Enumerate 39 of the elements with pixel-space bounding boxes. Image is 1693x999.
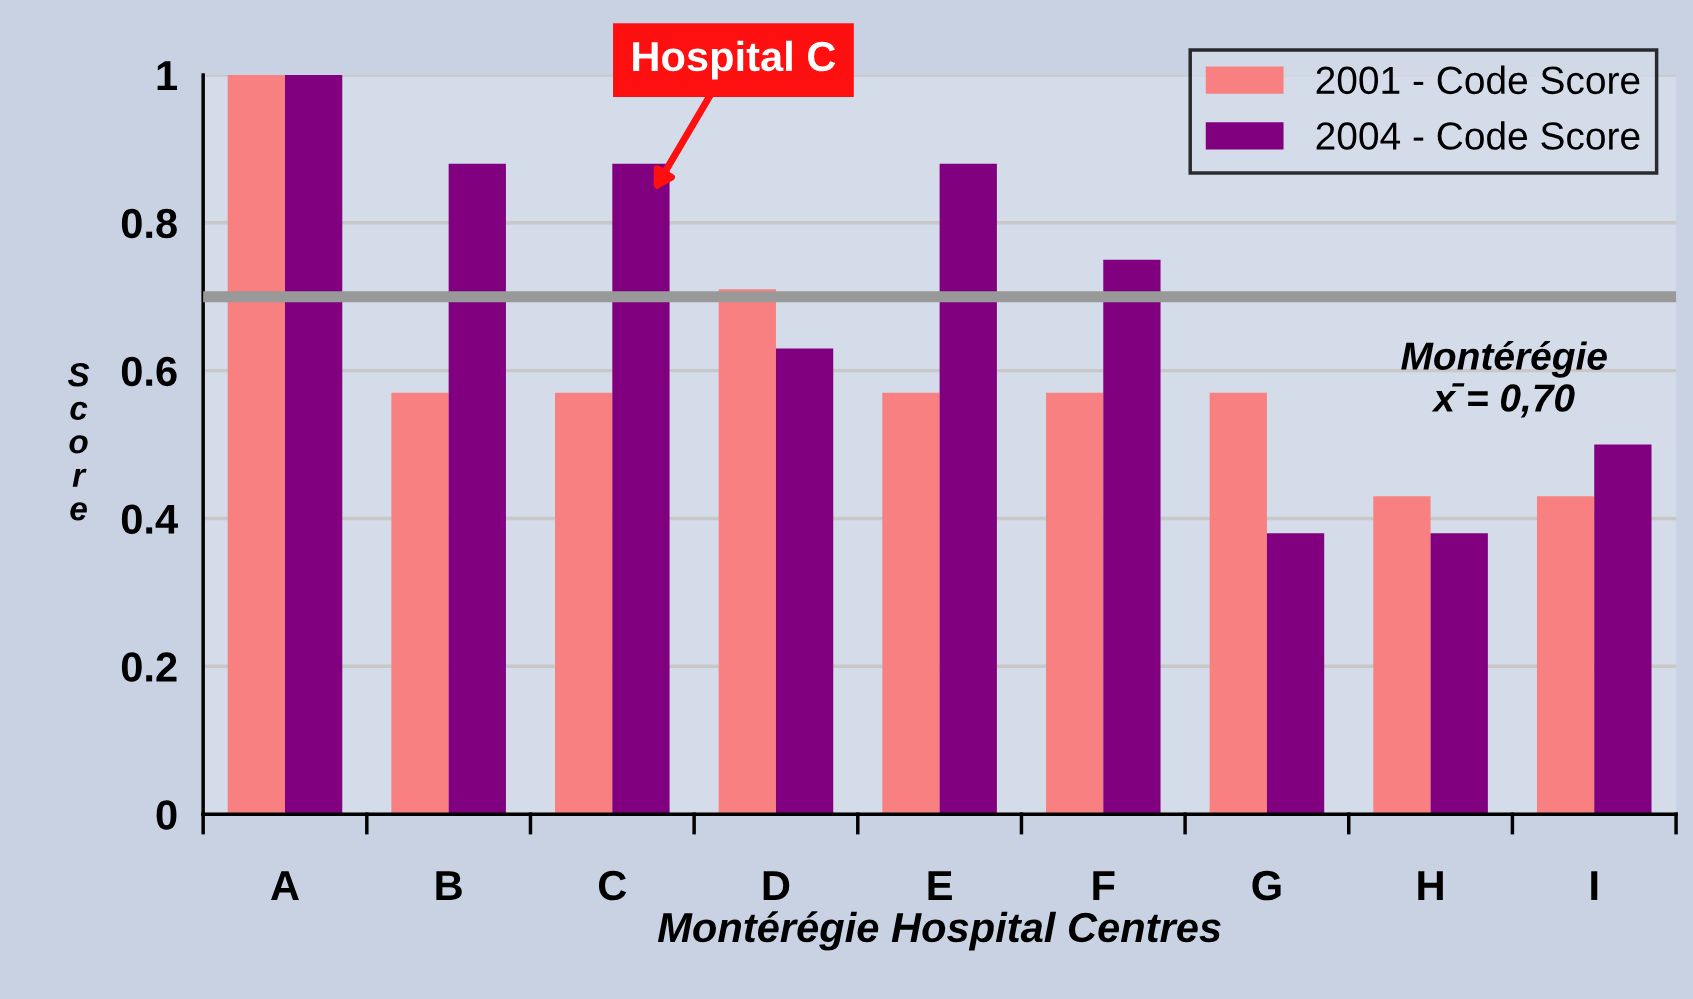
bar: [1266, 533, 1325, 815]
x-tick-label: I: [1591, 871, 1598, 900]
y-tick-label: 0.8: [121, 208, 177, 239]
y-tick-label: 1: [157, 61, 177, 91]
x-tick-label: H: [1418, 871, 1443, 900]
bar: [1209, 392, 1267, 815]
bar: [284, 74, 343, 815]
bar: [391, 392, 449, 815]
bar: [718, 289, 776, 815]
y-axis-title: Score: [67, 362, 90, 521]
x-tick-label: D: [763, 871, 790, 900]
y-tick-label: 0.6: [121, 356, 177, 387]
bar: [1594, 444, 1652, 815]
bar: [939, 163, 997, 815]
bar: [1536, 496, 1595, 815]
x-tick-label: G: [1252, 870, 1281, 901]
bar: [612, 163, 670, 815]
annotation: Hospital C: [633, 40, 836, 80]
ref-line-label: Montérégie x̄ = 0,70: [1401, 341, 1607, 418]
bar: [448, 163, 506, 815]
legend-label: 2004 - Code Score: [1316, 121, 1640, 150]
y-tick-label: 0: [156, 800, 177, 830]
bar: [555, 392, 613, 815]
y-tick-label: 0.2: [121, 652, 177, 682]
x-tick-label: B: [436, 871, 462, 900]
x-tick-label: C: [598, 870, 627, 901]
bar: [1045, 392, 1104, 815]
x-tick-label: A: [270, 871, 299, 900]
bar: [1103, 259, 1161, 815]
x-axis-title: Montérégie Hospital Centres: [657, 911, 1221, 951]
bar: [775, 348, 834, 815]
x-tick-label: F: [1093, 871, 1115, 900]
bar: [882, 392, 940, 815]
x-tick-label: E: [928, 871, 952, 900]
legend-label: 2001 - Code Score: [1316, 65, 1640, 95]
y-tick-label: 0.4: [121, 504, 178, 534]
bar: [1430, 533, 1488, 815]
bar: [227, 74, 285, 815]
bar: [1373, 496, 1431, 815]
